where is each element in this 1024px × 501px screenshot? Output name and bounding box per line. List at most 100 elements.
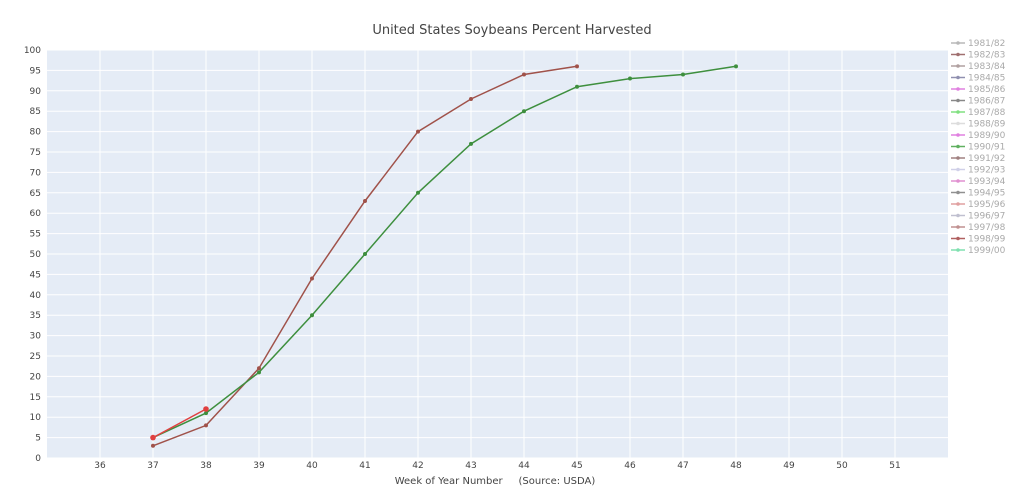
y-tick-label: 20: [30, 372, 42, 382]
legend-label: 1998/99: [968, 235, 1006, 245]
legend-item[interactable]: 1986/87: [951, 97, 1005, 107]
legend-label: 1987/88: [968, 108, 1006, 118]
y-tick-label: 100: [24, 46, 41, 56]
legend-label: 1985/86: [968, 85, 1006, 95]
x-tick-label: 46: [624, 461, 636, 471]
x-tick-label: 40: [306, 461, 318, 471]
legend-label: 1986/87: [968, 97, 1005, 107]
legend-swatch-marker: [956, 213, 960, 218]
x-tick-label: 38: [200, 461, 212, 471]
y-tick-label: 70: [30, 168, 42, 178]
series-layer: [150, 64, 738, 448]
legend-swatch-marker: [956, 248, 960, 252]
data-point: [150, 434, 156, 441]
y-tick-label: 65: [30, 189, 41, 199]
data-point: [734, 64, 738, 69]
legend-item[interactable]: 1985/86: [951, 85, 1006, 95]
legend-swatch-marker: [956, 202, 960, 206]
series-line: [152, 65, 737, 439]
data-point: [681, 72, 685, 77]
legend-label: 1996/97: [968, 212, 1005, 222]
legend-swatch-marker: [956, 167, 960, 172]
data-point: [310, 276, 314, 281]
legend-item[interactable]: 1990/91: [951, 143, 1005, 153]
legend-label: 1982/83: [968, 51, 1005, 61]
legend-swatch-marker: [956, 156, 960, 160]
y-tick-label: 55: [30, 230, 41, 240]
series-1: [151, 64, 579, 448]
legend-item[interactable]: 1989/90: [951, 131, 1006, 141]
legend-item[interactable]: 1981/82: [951, 39, 1005, 49]
x-tick-label: 50: [836, 461, 848, 471]
data-point: [363, 252, 367, 256]
data-point: [151, 443, 155, 448]
legend-label: 1990/91: [968, 143, 1005, 153]
legend-label: 1992/93: [968, 166, 1005, 176]
legend-item[interactable]: 1994/95: [951, 189, 1005, 199]
legend-item[interactable]: 1996/97: [951, 212, 1005, 222]
x-tick-label: 37: [147, 461, 158, 471]
legend-item[interactable]: 1993/94: [951, 177, 1006, 187]
legend-item[interactable]: 1984/85: [951, 74, 1005, 84]
legend-label: 1994/95: [968, 189, 1005, 199]
y-tick-label: 0: [35, 454, 41, 464]
y-tick-label: 5: [35, 434, 41, 444]
legend-item[interactable]: 1999/00: [951, 246, 1006, 256]
data-point: [416, 190, 420, 195]
data-point: [575, 64, 579, 69]
legend-item[interactable]: 1983/84: [951, 62, 1006, 72]
series-line: [152, 408, 207, 439]
legend-swatch-marker: [956, 64, 960, 68]
x-tick-label: 41: [359, 461, 370, 471]
data-point: [469, 141, 473, 146]
y-tick-label: 40: [30, 291, 42, 301]
legend-swatch-marker: [956, 75, 960, 80]
legend-item[interactable]: 1992/93: [951, 166, 1005, 176]
data-point: [522, 72, 526, 77]
legend-item[interactable]: 1997/98: [951, 223, 1006, 233]
data-point: [628, 76, 632, 81]
x-tick-label: 49: [783, 461, 795, 471]
legend-item[interactable]: 1998/99: [951, 235, 1006, 245]
data-point: [310, 313, 314, 318]
series-3: [150, 406, 209, 441]
x-tick-label: 48: [730, 461, 742, 471]
legend-label: 1984/85: [968, 74, 1005, 84]
legend-swatch-marker: [956, 110, 960, 114]
data-point: [203, 406, 209, 412]
y-tick-label: 60: [30, 209, 42, 219]
legend-item[interactable]: 1995/96: [951, 200, 1006, 210]
x-tick-label: 47: [677, 461, 688, 471]
legend-item[interactable]: 1988/89: [951, 120, 1006, 130]
legend-swatch-marker: [956, 41, 960, 45]
data-point: [204, 411, 208, 416]
legend-swatch-marker: [956, 190, 960, 195]
legend-item[interactable]: 1991/92: [951, 154, 1005, 164]
x-axis-label: Week of Year Number (Source: USDA): [395, 476, 596, 487]
legend-swatch-marker: [956, 179, 960, 183]
y-tick-label: 30: [30, 332, 42, 342]
y-tick-label: 75: [30, 148, 41, 158]
legend-label: 1988/89: [968, 120, 1006, 130]
legend-swatch-marker: [956, 52, 960, 57]
data-point: [469, 96, 473, 101]
y-tick-label: 95: [30, 66, 41, 76]
series-2: [151, 64, 738, 440]
x-tick-label: 39: [253, 461, 265, 471]
legend-label: 1997/98: [968, 223, 1006, 233]
grid: [47, 49, 948, 459]
y-tick-label: 50: [30, 250, 42, 260]
y-axis-ticks: 0 5 10 15 20 25 30 35 40 45 50 55 60 65 70 75 80 85 90 95 10…: [24, 46, 41, 464]
legend-swatch-marker: [956, 87, 960, 91]
legend-swatch-marker: [956, 144, 960, 149]
x-tick-label: 45: [571, 461, 582, 471]
legend-label: 1989/90: [968, 131, 1006, 141]
legend-item[interactable]: 1982/83: [951, 51, 1005, 61]
legend-swatch-marker: [956, 98, 960, 103]
legend-item[interactable]: 1987/88: [951, 108, 1006, 118]
y-tick-label: 35: [30, 311, 41, 321]
y-tick-label: 15: [30, 393, 41, 403]
x-tick-label: 44: [518, 461, 530, 471]
